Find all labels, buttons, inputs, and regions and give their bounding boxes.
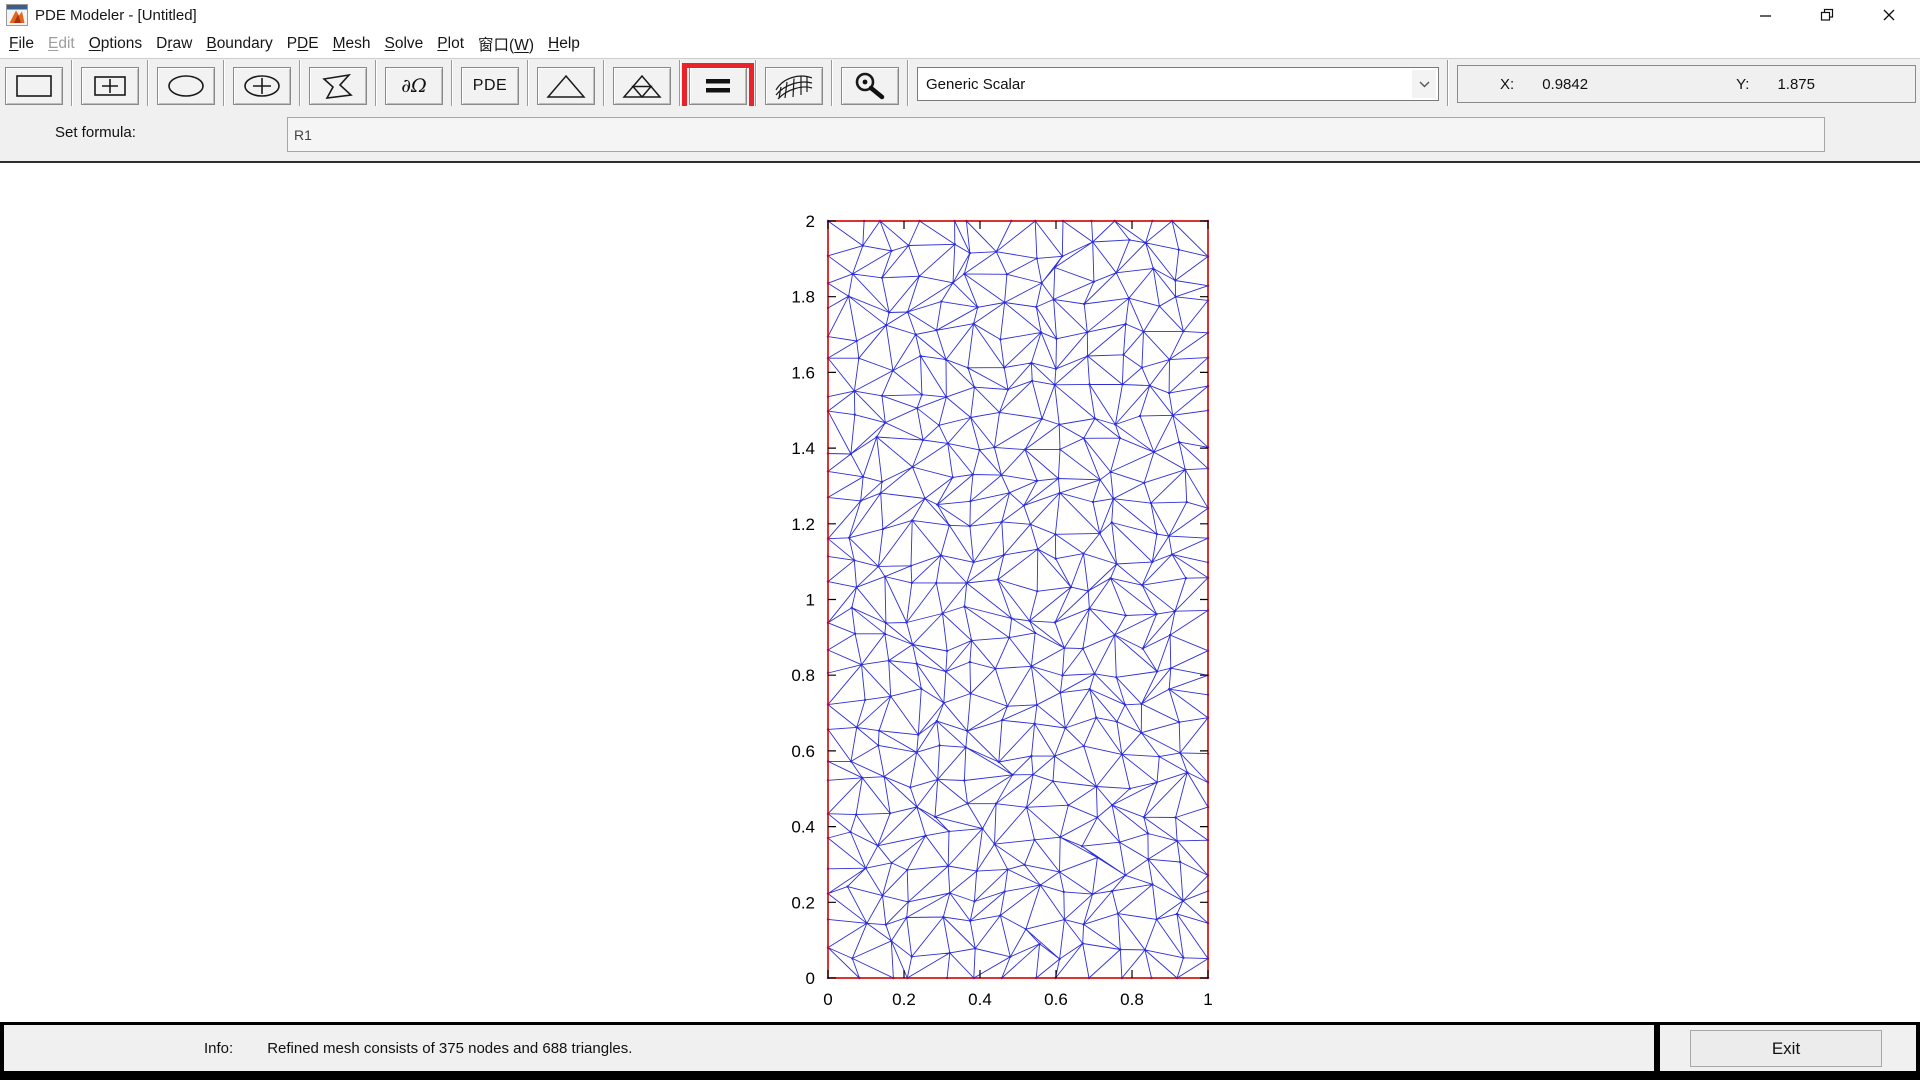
svg-text:0.6: 0.6 — [1044, 990, 1068, 1009]
magnifier-icon — [855, 72, 885, 100]
toolbar-separator — [375, 60, 377, 106]
svg-text:1.6: 1.6 — [791, 363, 815, 382]
svg-text:0: 0 — [806, 969, 815, 988]
exit-panel: Exit — [1660, 1025, 1916, 1071]
ellipse-icon — [168, 75, 204, 97]
coord-y-value: 1.875 — [1777, 75, 1815, 93]
menu-edit[interactable]: Edit — [47, 35, 75, 52]
toolbar-separator — [527, 60, 529, 106]
draw-polygon-button[interactable] — [309, 67, 367, 105]
surface-plot-icon — [775, 75, 813, 100]
svg-text:0.2: 0.2 — [892, 990, 916, 1009]
menu-solve[interactable]: Solve — [384, 35, 424, 52]
title-bar: PDE Modeler - [Untitled] — [0, 0, 1920, 30]
draw-rectangle-button[interactable] — [5, 67, 63, 105]
coord-y-label: Y: — [1736, 75, 1750, 93]
svg-text:2: 2 — [806, 212, 815, 231]
svg-text:0.8: 0.8 — [791, 666, 815, 685]
plot-type-select[interactable]: Generic Scalar — [917, 67, 1439, 101]
restore-icon — [1820, 8, 1834, 21]
drawing-canvas[interactable]: 0 0.2 0.4 0.6 0.8 1 0 0.2 0.4 0.6 0.8 1 1.2 1.4 1.6 1.8… — [0, 163, 1920, 1022]
menu-boundary[interactable]: Boundary — [206, 35, 273, 52]
svg-text:1: 1 — [1203, 990, 1212, 1009]
menu-help[interactable]: Help — [548, 35, 580, 52]
set-formula-bar: Set formula: — [0, 106, 1920, 163]
close-icon — [1883, 9, 1895, 21]
status-bar: Info: Refined mesh consists of 375 nodes… — [0, 1022, 1920, 1080]
svg-text:0.6: 0.6 — [791, 742, 815, 761]
cursor-coordinates-panel: X: 0.9842 Y: 1.875 — [1457, 65, 1916, 103]
svg-text:0.4: 0.4 — [968, 990, 992, 1009]
toolbar-separator — [451, 60, 453, 106]
svg-text:1: 1 — [806, 591, 815, 610]
coord-x-label: X: — [1500, 75, 1515, 93]
toolbar-separator — [1447, 60, 1449, 106]
pde-text-icon: PDE — [472, 77, 508, 94]
polygon-icon — [322, 73, 353, 99]
window-title: PDE Modeler - [Untitled] — [35, 6, 197, 24]
matlab-app-icon — [6, 4, 28, 26]
refine-mesh-button[interactable] — [613, 67, 671, 105]
zoom-button[interactable] — [841, 67, 899, 105]
triangle-icon — [546, 74, 586, 98]
window-controls — [1734, 0, 1920, 30]
toolbar-separator — [223, 60, 225, 106]
info-message: Refined mesh consists of 375 nodes and 6… — [267, 1039, 633, 1057]
svg-text:1.4: 1.4 — [791, 439, 815, 458]
toolbar-separator — [755, 60, 757, 106]
toolbar-separator — [147, 60, 149, 106]
equals-solve-icon — [706, 79, 730, 93]
menu-file[interactable]: File — [9, 35, 34, 52]
draw-ellipse-button[interactable] — [157, 67, 215, 105]
toolbar-separator — [299, 60, 301, 106]
minimize-icon — [1759, 14, 1771, 17]
mesh-plot[interactable]: 0 0.2 0.4 0.6 0.8 1 0 0.2 0.4 0.6 0.8 1 1.2 1.4 1.6 1.8… — [0, 163, 1920, 1022]
menu-plot[interactable]: Plot — [437, 35, 465, 52]
solve-pde-button[interactable] — [682, 63, 754, 112]
toolbar: ∂Ω PDE Generic S — [0, 58, 1920, 112]
menu-window[interactable]: 窗口(W) — [478, 37, 534, 54]
menu-pde[interactable]: PDE — [286, 35, 319, 52]
exit-button[interactable]: Exit — [1690, 1030, 1882, 1067]
toolbar-separator — [907, 60, 909, 106]
toolbar-separator — [603, 60, 605, 106]
boundary-mode-button[interactable]: ∂Ω — [385, 67, 443, 105]
menu-draw[interactable]: Draw — [156, 35, 193, 52]
pde-specification-button[interactable]: PDE — [461, 67, 519, 105]
svg-text:0.4: 0.4 — [791, 818, 815, 837]
set-formula-input[interactable] — [287, 117, 1825, 152]
set-formula-label: Set formula: — [55, 124, 136, 141]
refined-triangle-icon — [622, 74, 662, 99]
toolbar-separator — [831, 60, 833, 106]
plot-type-value: Generic Scalar — [926, 75, 1026, 93]
svg-text:0.2: 0.2 — [791, 893, 815, 912]
rectangle-plus-icon — [94, 76, 126, 96]
svg-text:0.8: 0.8 — [1120, 990, 1144, 1009]
plot-solution-3d-button[interactable] — [765, 67, 823, 105]
partial-omega-icon: ∂Ω — [401, 75, 427, 97]
draw-ellipse-centered-button[interactable] — [233, 67, 291, 105]
menu-mesh[interactable]: Mesh — [332, 35, 371, 52]
initialize-mesh-button[interactable] — [537, 67, 595, 105]
coord-x-value: 0.9842 — [1542, 75, 1589, 93]
toolbar-separator — [71, 60, 73, 106]
minimize-button[interactable] — [1734, 0, 1796, 30]
menu-options[interactable]: Options — [88, 35, 143, 52]
ellipse-plus-icon — [244, 75, 280, 97]
chevron-down-icon[interactable] — [1412, 70, 1436, 98]
svg-text:0: 0 — [823, 990, 832, 1009]
svg-text:1.2: 1.2 — [791, 515, 815, 534]
info-label: Info: — [204, 1039, 234, 1057]
info-panel: Info: Refined mesh consists of 375 nodes… — [4, 1025, 1654, 1071]
toolbar-separator — [679, 60, 681, 106]
close-button[interactable] — [1858, 0, 1920, 30]
svg-text:1.8: 1.8 — [791, 288, 815, 307]
draw-rectangle-centered-button[interactable] — [81, 67, 139, 105]
menu-bar: File Edit Options Draw Boundary PDE Mesh… — [0, 30, 1920, 58]
rectangle-icon — [16, 75, 52, 97]
restore-button[interactable] — [1796, 0, 1858, 30]
